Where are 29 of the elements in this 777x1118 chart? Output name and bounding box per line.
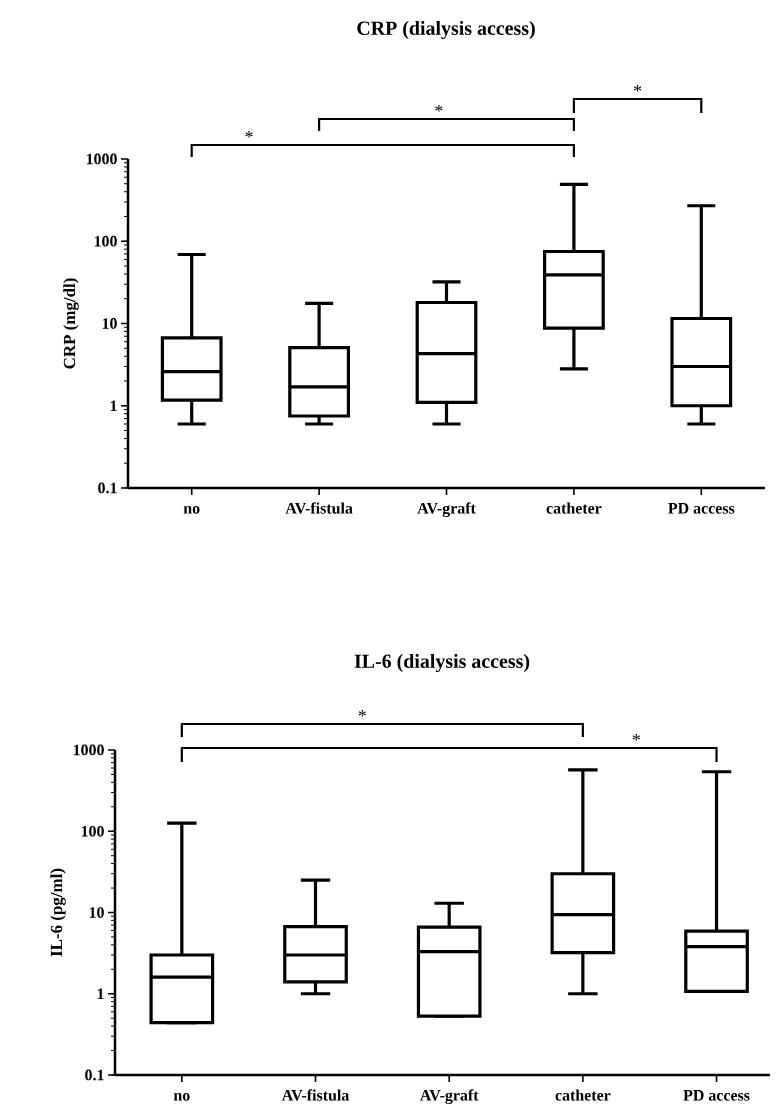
chart-title: CRP (dialysis access) [357, 20, 535, 40]
x-tick-label: AV-fistula [281, 1089, 350, 1101]
text: * [245, 131, 253, 138]
y-tick-label: 0.1 [85, 1069, 104, 1081]
y-tick-label: 100 [94, 235, 117, 247]
x-tick-label: AV-graft [419, 1089, 479, 1105]
y-tick-label: 100 [81, 825, 104, 837]
text: * [632, 734, 640, 741]
y-tick-label: 1000 [73, 744, 104, 756]
text: * [358, 710, 366, 717]
x-tick-label: PD access [683, 1090, 750, 1101]
text: * [633, 85, 642, 92]
x-tick-label: no [183, 505, 200, 514]
x-tick-label: catheter [546, 502, 602, 514]
x-tick-label: AV-graft [417, 502, 476, 518]
y-tick-label: 10 [89, 907, 104, 918]
y-tick-label: 10 [102, 318, 117, 329]
x-tick-label: PD access [668, 503, 735, 514]
y-tick-label: 0.1 [98, 482, 117, 494]
y-axis-title: CRP (mg/dl) [63, 278, 79, 369]
chart-title: IL-6 (dialysis access) [354, 653, 530, 673]
y-tick-label: 1 [110, 400, 117, 411]
x-tick-label: no [173, 1093, 190, 1101]
x-tick-label: catheter [555, 1089, 611, 1101]
x-tick-label: AV-fistula [285, 502, 353, 514]
text: * [435, 105, 443, 112]
y-axis-title: IL-6 (pg/ml) [50, 868, 66, 957]
y-tick-label: 1 [97, 988, 104, 1000]
y-tick-label: 1000 [86, 153, 117, 165]
